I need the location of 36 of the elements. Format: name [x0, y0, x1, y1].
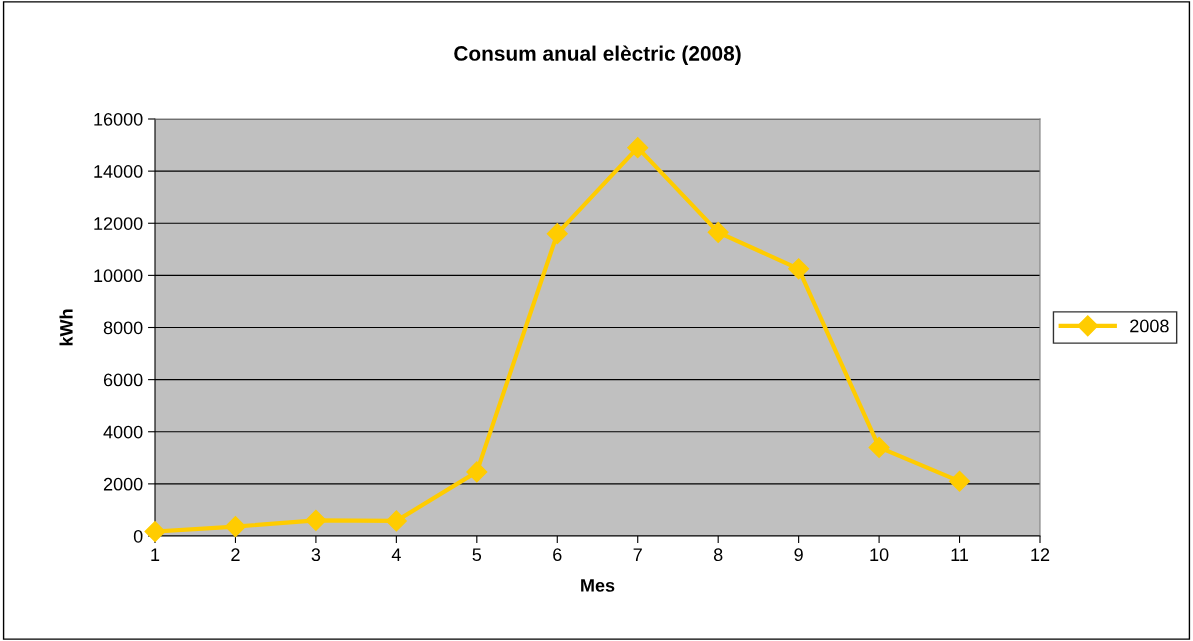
y-tick-label: 6000: [103, 373, 143, 387]
point: [305, 509, 327, 531]
x-tick-label: 2: [231, 548, 240, 561]
chart-title: Consum anual elèctric (2008): [454, 45, 741, 65]
x-tick-label: 1: [151, 548, 160, 561]
x-tick-label: 4: [391, 548, 401, 561]
x-tick-label: 7: [633, 548, 642, 561]
x-tick-label: 5: [472, 548, 482, 562]
x-tick-label: 12: [1031, 548, 1050, 561]
y-tick-label: 8000: [103, 321, 143, 335]
y-tick-label: 4000: [103, 425, 143, 439]
y-tick-label: 14000: [94, 165, 143, 178]
point: [707, 221, 729, 243]
y-axis-title: kWh: [59, 309, 73, 346]
point: [546, 223, 568, 245]
y-tick-label: 0: [133, 529, 143, 543]
x-tick-label: 3: [311, 548, 321, 562]
x-tick-label: 8: [713, 548, 723, 562]
x-tick-label: 9: [794, 548, 803, 562]
point: [868, 436, 890, 458]
y-tick-label: 16000: [94, 112, 143, 126]
y-tick-label: 2000: [103, 477, 143, 491]
point: [466, 461, 488, 483]
point: [788, 258, 810, 280]
point: [144, 521, 166, 543]
x-tick-label: 10: [870, 548, 889, 562]
point: [949, 470, 971, 492]
point: [385, 510, 407, 532]
y-tick-label: 12000: [94, 217, 143, 230]
x-axis-title: Mes: [581, 579, 615, 592]
point: [627, 137, 649, 159]
y-tick-label: 10000: [94, 269, 143, 283]
x-tick-label: 6: [553, 548, 562, 562]
legend-label: 2008: [1130, 319, 1169, 333]
x-tick-label: 11: [951, 548, 969, 561]
point: [224, 516, 246, 538]
